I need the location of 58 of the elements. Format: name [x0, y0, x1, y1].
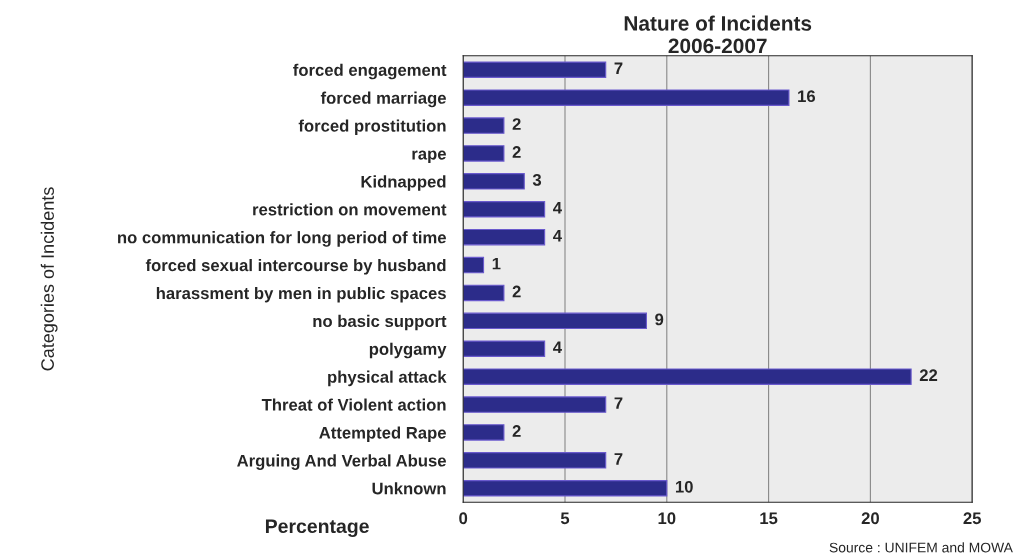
bar	[463, 396, 607, 413]
data-label: 10	[675, 480, 693, 493]
bar	[463, 312, 647, 330]
bar	[463, 173, 525, 190]
y-tick-label: Arguing And Verbal Abuse	[237, 454, 446, 470]
x-tick-label: 0	[459, 512, 468, 525]
data-label: 2	[512, 146, 521, 158]
x-tick-label: 25	[963, 512, 981, 525]
data-label: 2	[512, 425, 521, 437]
y-tick-label: forced marriage	[320, 91, 446, 108]
data-label: 16	[798, 90, 816, 103]
data-label: 22	[919, 369, 938, 381]
x-tick-label: 5	[560, 512, 570, 525]
bar	[463, 284, 505, 302]
y-tick-label: no communication for long period of time	[118, 231, 446, 247]
y-tick-label: Threat of Violent action	[261, 398, 446, 411]
bar	[463, 89, 790, 106]
source-note: Source : UNIFEM and MOWA	[829, 542, 1013, 553]
data-label: 2	[512, 285, 521, 298]
bar	[463, 452, 607, 469]
bar	[463, 201, 546, 218]
y-tick-label: rape	[412, 150, 446, 163]
chart-title: Nature of Incidents 2006-2007	[624, 15, 812, 54]
y-axis-title: Categories of Incidents	[40, 187, 58, 371]
data-label: 7	[614, 397, 623, 409]
y-tick-label: harassment by men in public spaces	[156, 286, 446, 303]
data-label: 3	[532, 174, 542, 186]
data-label: 7	[614, 62, 623, 75]
y-tick-label: forced sexual intercourse by husband	[145, 259, 446, 275]
x-tick-label: 20	[861, 512, 879, 525]
x-axis-title: Percentage	[265, 519, 369, 538]
data-label: 2	[512, 118, 521, 130]
bar	[463, 340, 546, 357]
bar	[463, 228, 546, 246]
x-tick-label: 15	[760, 512, 778, 525]
bar	[463, 117, 505, 134]
bar	[463, 480, 668, 497]
y-tick-label: Attempted Rape	[319, 426, 446, 442]
data-label: 7	[614, 453, 623, 465]
bar	[463, 368, 912, 385]
bar	[463, 61, 607, 78]
data-label: 9	[655, 313, 664, 326]
bar	[463, 256, 485, 274]
y-tick-label: restriction on movement	[253, 203, 447, 216]
y-tick-label: forced engagement	[293, 63, 447, 80]
x-tick-label: 10	[658, 512, 676, 525]
y-tick-label: no basic support	[313, 314, 447, 331]
y-tick-label: Unknown	[372, 482, 446, 495]
y-tick-label: Kidnapped	[361, 175, 446, 191]
data-label: 4	[553, 341, 562, 354]
bar	[463, 145, 505, 162]
bar	[463, 424, 505, 441]
data-label: 4	[553, 229, 562, 242]
data-label: 1	[492, 257, 501, 270]
y-tick-label: physical attack	[328, 370, 447, 387]
data-label: 4	[553, 202, 562, 214]
y-tick-label: polygamy	[369, 342, 447, 359]
y-tick-label: forced prostitution	[298, 119, 446, 136]
